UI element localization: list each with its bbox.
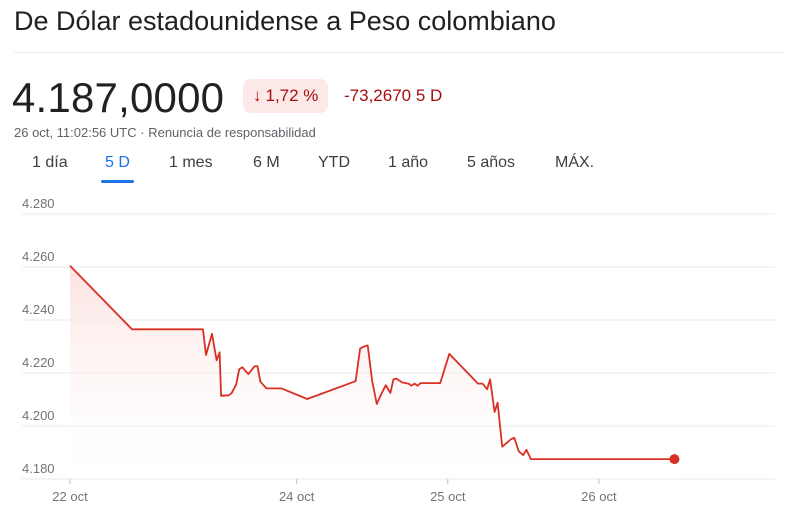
y-tick-label: 4.200 (22, 408, 55, 423)
tab-6-months[interactable]: 6 M (253, 154, 280, 171)
current-price-marker (669, 454, 680, 465)
tab-1-day[interactable]: 1 día (32, 154, 68, 171)
quote-meta: 26 oct, 11:02:56 UTC · Renuncia de respo… (14, 125, 316, 140)
tab-5-years[interactable]: 5 años (467, 154, 516, 171)
y-tick-label: 4.180 (22, 461, 55, 476)
x-tick-label: 25 oct (430, 489, 466, 504)
header-divider (14, 52, 784, 53)
tab-max[interactable]: MÁX. (555, 154, 595, 171)
tab-1-month[interactable]: 1 mes (169, 154, 213, 171)
meta-separator: · (140, 125, 145, 140)
y-tick-label: 4.260 (22, 249, 55, 264)
y-tick-label: 4.240 (22, 302, 55, 317)
x-axis: 22 oct 24 oct 25 oct 26 oct (52, 479, 617, 504)
y-tick-label: 4.280 (22, 196, 55, 211)
change-percent-value: 1,72 % (265, 86, 319, 105)
y-axis: 4.280 4.260 4.240 4.220 4.200 4.180 (22, 196, 55, 476)
range-tabs: 1 día 5 D 1 mes 6 M YTD 1 año 5 años MÁX… (0, 154, 800, 188)
x-tick-label: 22 oct (52, 489, 88, 504)
x-tick-label: 26 oct (581, 489, 617, 504)
page-title: De Dólar estadounidense a Peso colombian… (14, 6, 556, 36)
disclaimer-link[interactable]: Renuncia de responsabilidad (148, 125, 316, 140)
current-price: 4.187,0000 (12, 74, 225, 121)
timestamp: 26 oct, 11:02:56 UTC (14, 125, 137, 140)
change-percent-badge: ↓ 1,72 % (243, 79, 329, 113)
x-tick-label: 24 oct (279, 489, 315, 504)
price-line (69, 265, 675, 460)
arrow-down-icon: ↓ (253, 86, 262, 105)
price-area (70, 265, 675, 479)
tab-ytd[interactable]: YTD (318, 154, 350, 171)
price-chart[interactable]: 4.280 4.260 4.240 4.220 4.200 4.180 22 oct 24 … (0, 195, 800, 526)
y-tick-label: 4.220 (22, 355, 55, 370)
change-absolute: -73,2670 5 D (344, 86, 443, 105)
tab-5-days[interactable]: 5 D (101, 154, 134, 183)
tab-1-year[interactable]: 1 año (388, 154, 429, 171)
